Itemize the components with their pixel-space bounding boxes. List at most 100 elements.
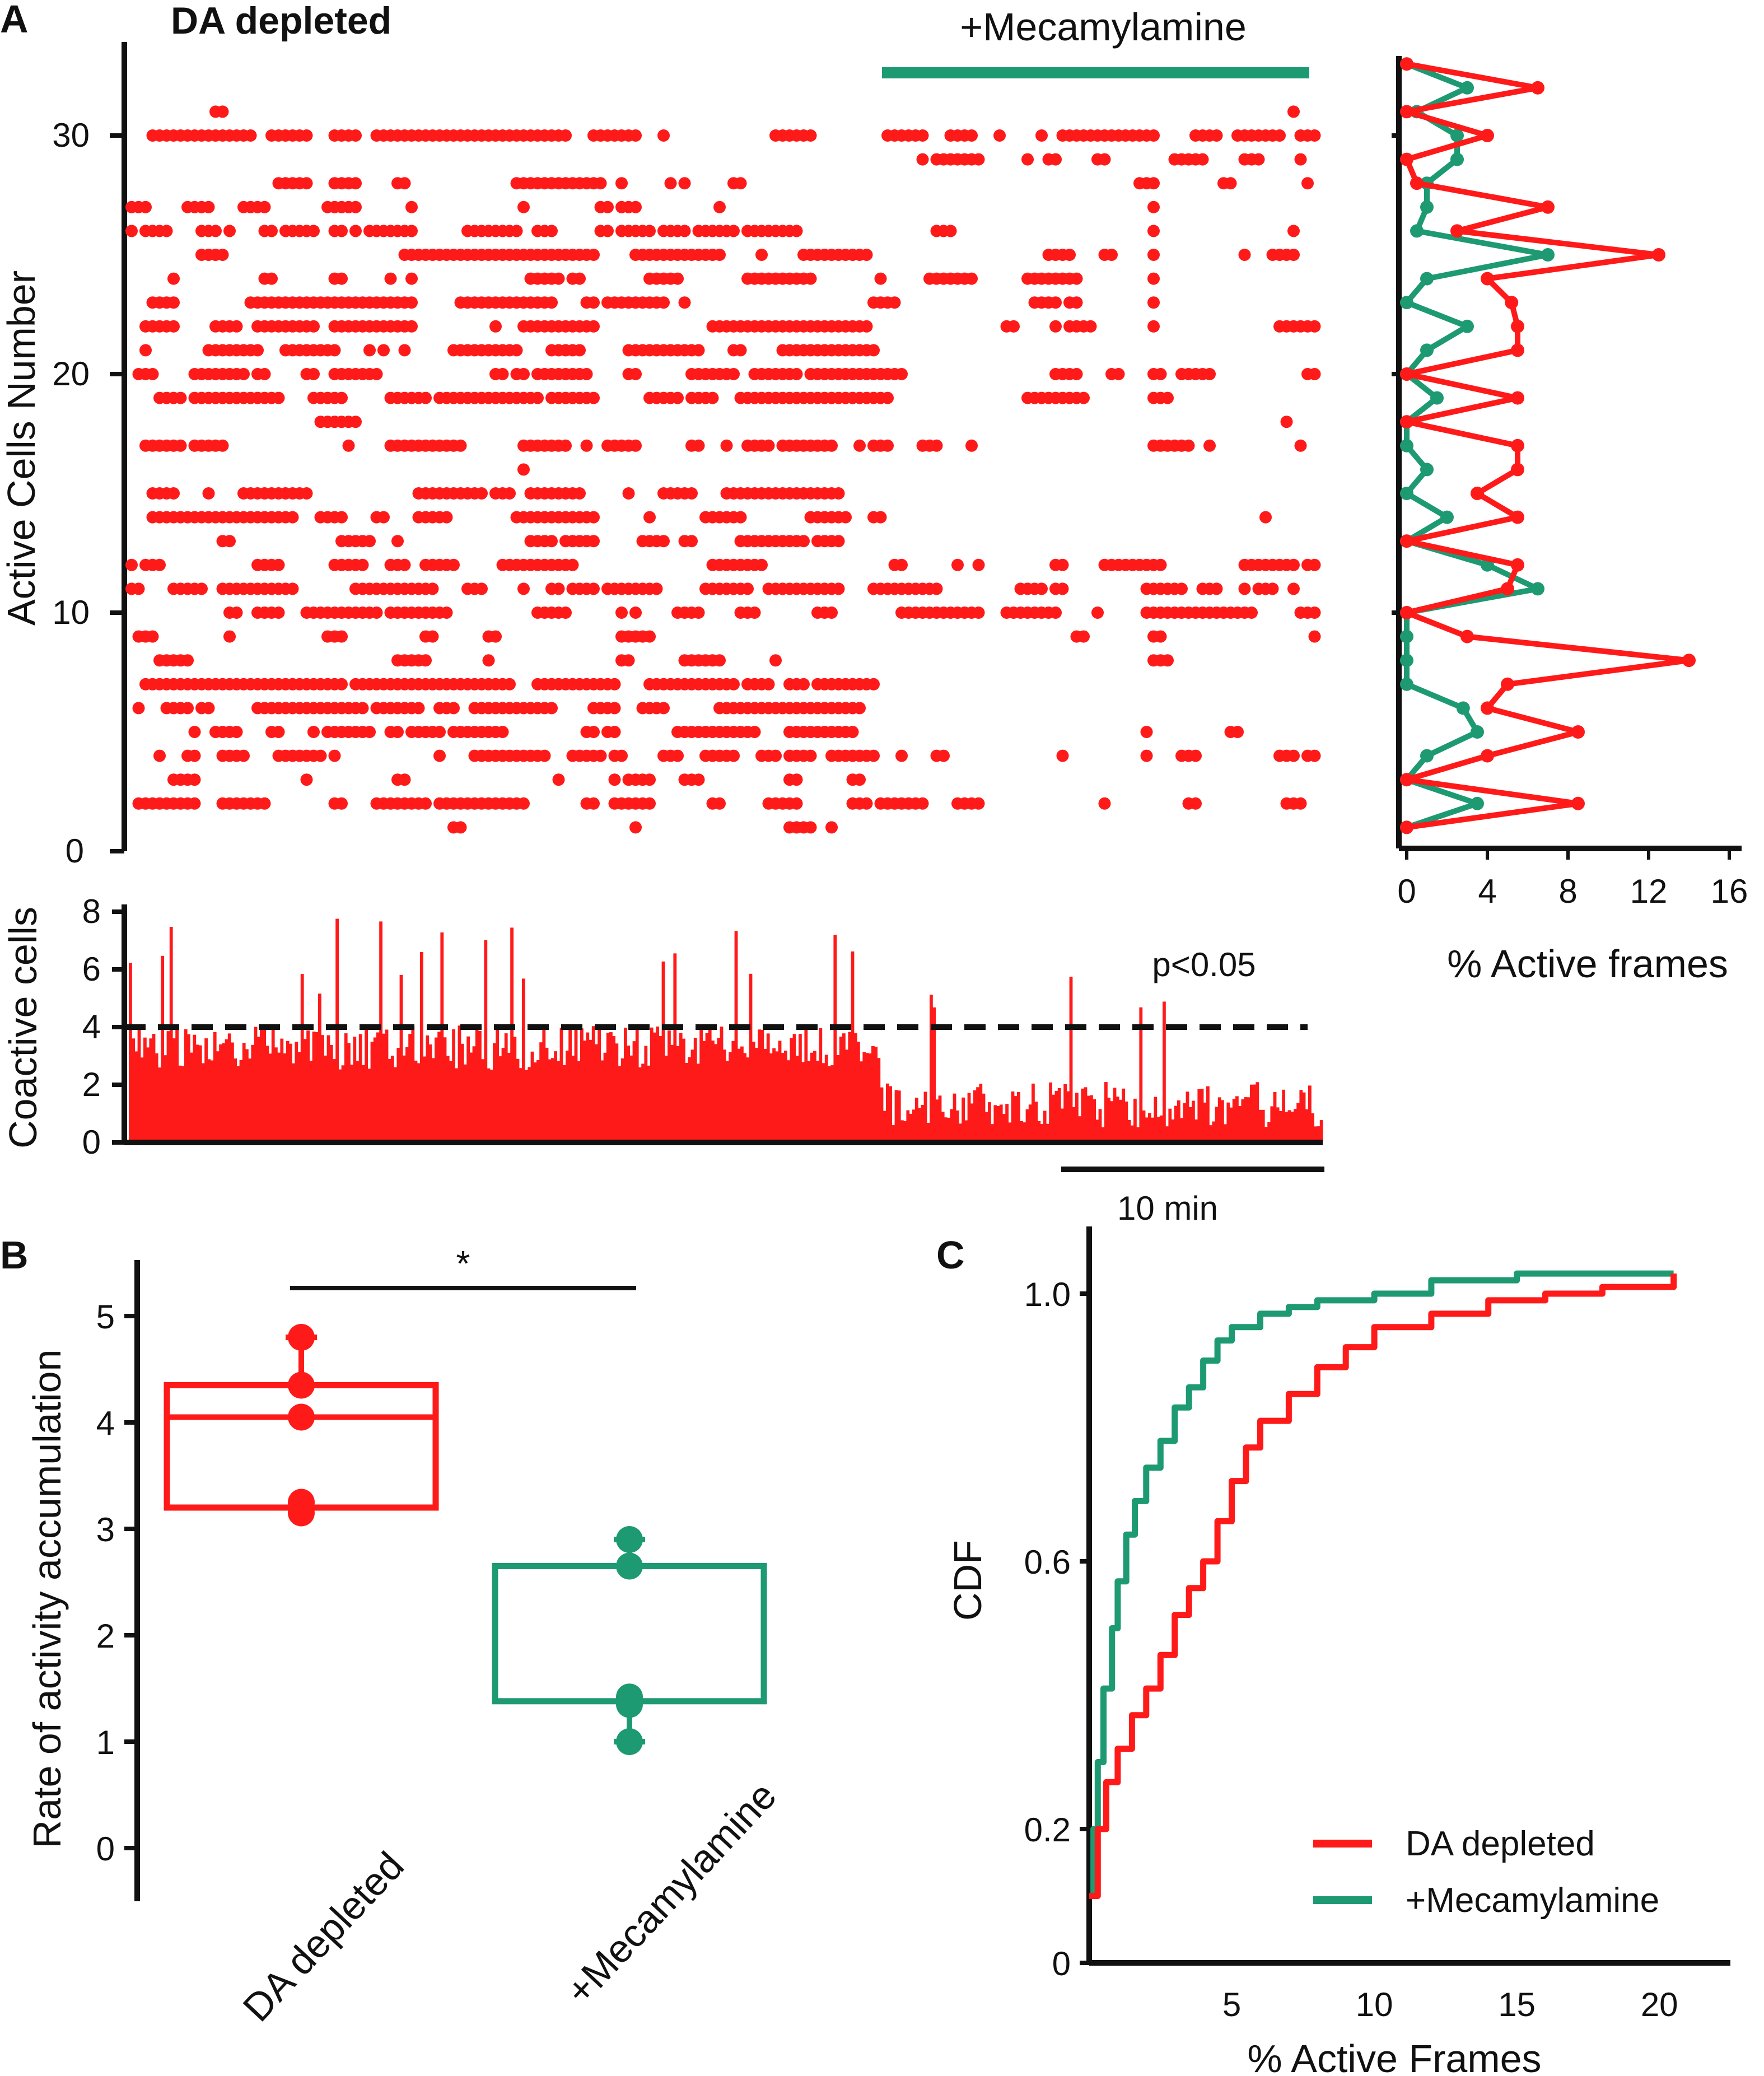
raster-dot <box>608 702 621 715</box>
coactive-bar <box>935 1099 939 1142</box>
side-point <box>1652 248 1665 262</box>
raster-dot <box>965 129 978 142</box>
coactive-bar <box>1130 1125 1134 1142</box>
coactive-bar <box>1258 1109 1262 1142</box>
raster-dot <box>160 225 173 237</box>
coactive-bar <box>286 1041 290 1142</box>
coactive-bar <box>300 974 304 1142</box>
coactive-bar <box>1057 1088 1061 1142</box>
coactive-bar <box>481 1059 484 1142</box>
raster-dot <box>370 368 383 380</box>
coactive-bar <box>880 1087 884 1142</box>
coactive-bar <box>1192 1100 1195 1142</box>
coactive-bar <box>365 1026 368 1142</box>
coactive-bar <box>385 1029 389 1142</box>
coactive-bar <box>865 1053 869 1142</box>
raster-dot <box>685 487 698 500</box>
coactive-bar <box>679 1033 683 1142</box>
raster-dot <box>755 558 768 571</box>
coactive-bar <box>193 1034 197 1142</box>
coactive-bar <box>268 1053 272 1142</box>
raster-ytick-20: 20 <box>52 355 90 393</box>
coactive-bar <box>542 1024 546 1142</box>
coactive-bar <box>801 1062 805 1142</box>
raster-dot <box>804 821 817 834</box>
coactive-bar <box>1142 1110 1146 1142</box>
raster-dot <box>853 702 866 715</box>
raster-dot <box>188 773 201 786</box>
coactive-bar <box>897 1090 901 1142</box>
coactive-bar <box>525 1070 528 1142</box>
coactive-bar <box>484 940 488 1142</box>
raster-dot <box>769 654 782 667</box>
raster-dot <box>1077 630 1090 643</box>
coactive-bar <box>344 1033 348 1142</box>
coactive-bar <box>1023 1122 1026 1142</box>
side-xtick-0: 0 <box>1397 873 1416 910</box>
raster-dot <box>566 558 579 571</box>
coactive-bar <box>263 1027 266 1142</box>
raster-dot <box>1287 558 1300 571</box>
coactive-bar <box>1319 1120 1323 1142</box>
box-point <box>288 1403 315 1431</box>
raster-dot <box>1287 582 1300 595</box>
side-x-label: % Active frames <box>1447 942 1728 986</box>
raster-dot <box>643 630 656 643</box>
cdf-ytick-label: 0.2 <box>1024 1811 1071 1849</box>
raster-dot <box>1147 177 1160 190</box>
coactive-bar <box>1034 1102 1038 1142</box>
coactive-bar <box>1174 1105 1178 1142</box>
coactive-bar <box>1244 1097 1248 1142</box>
raster-dot <box>314 749 327 762</box>
box-category-mecamylamine: +Mecamylamine <box>557 1774 785 2013</box>
side-point <box>1400 152 1413 166</box>
significance-star: * <box>456 1243 470 1284</box>
coactive-bar <box>1226 1102 1230 1142</box>
coactive-bar <box>758 1029 761 1142</box>
side-x-ticks: 0 4 8 12 16 <box>1397 848 1748 910</box>
coactive-bar <box>999 1104 1003 1142</box>
coactive-bar <box>306 1030 310 1142</box>
raster-dot <box>510 344 523 357</box>
coactive-bar <box>749 973 753 1142</box>
coactive-bar <box>830 1065 834 1142</box>
coactive-bar <box>1127 1120 1131 1142</box>
coactive-bar <box>1046 1123 1049 1142</box>
raster-dot <box>643 511 656 524</box>
coactive-bar <box>522 978 525 1142</box>
coactive-bar <box>338 1069 342 1142</box>
raster-dot <box>258 797 271 810</box>
coactive-bar <box>1014 1096 1018 1142</box>
raster-dot <box>951 558 964 571</box>
raster-dot <box>608 726 621 738</box>
coactive-bar <box>1090 1095 1093 1142</box>
coactive-bar <box>277 1052 281 1142</box>
raster-dot <box>587 249 600 261</box>
raster-dot <box>1154 558 1167 571</box>
raster-dot <box>1203 368 1216 380</box>
raster-dot <box>755 249 768 261</box>
coactive-bar <box>1183 1103 1187 1142</box>
coactive-bar <box>967 1093 971 1142</box>
coactive-bar <box>469 1052 473 1142</box>
coactive-bar <box>248 1058 251 1142</box>
raster-dot <box>1308 129 1321 142</box>
raster-dot <box>587 582 600 595</box>
coactive-bar <box>921 1105 925 1142</box>
side-point <box>1420 463 1434 477</box>
coactive-bar <box>304 1039 307 1142</box>
raster-dot <box>426 630 439 643</box>
side-point <box>1400 57 1413 71</box>
raster-dot <box>643 225 656 237</box>
coactive-bar <box>554 1051 557 1142</box>
raster-dot <box>692 344 705 357</box>
side-point <box>1400 438 1413 452</box>
coactive-bar <box>799 1034 802 1142</box>
coactive-bar <box>883 1111 886 1142</box>
raster-dot <box>769 749 782 762</box>
raster-dot <box>1301 177 1314 190</box>
raster-dot <box>587 797 600 810</box>
side-point <box>1505 296 1519 310</box>
box-category-labels: DA depleted +Mecamylamine <box>235 1774 785 2030</box>
raster-dot <box>202 702 215 715</box>
